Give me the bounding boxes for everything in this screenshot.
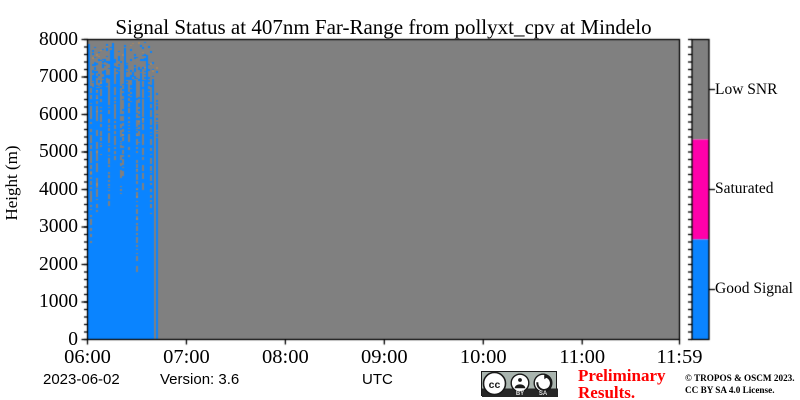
- svg-text:SA: SA: [539, 391, 548, 397]
- svg-text:cc: cc: [489, 379, 501, 391]
- svg-text:BY: BY: [516, 391, 524, 397]
